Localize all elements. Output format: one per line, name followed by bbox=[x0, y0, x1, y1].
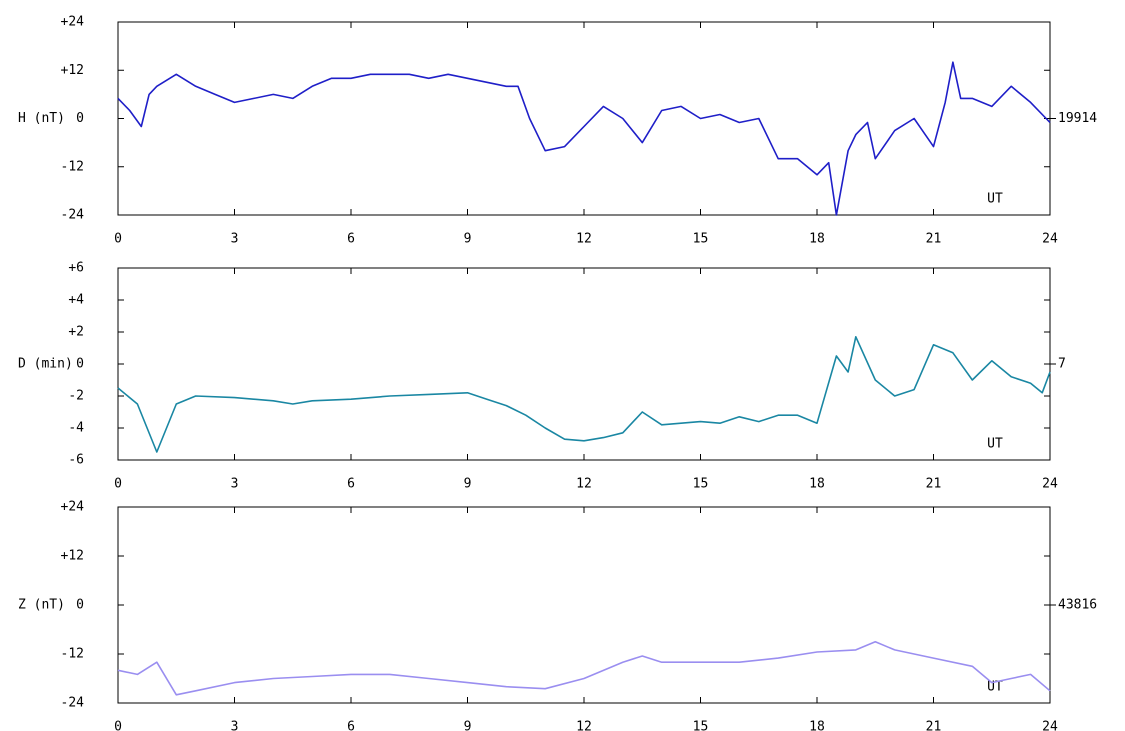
x-tick-label: 24 bbox=[1042, 232, 1058, 247]
y-tick-label: +12 bbox=[61, 549, 84, 564]
y-tick-label: +4 bbox=[68, 293, 84, 308]
y-tick-label: +2 bbox=[68, 325, 84, 340]
trace bbox=[117, 61, 1051, 216]
x-tick-label: 0 bbox=[114, 232, 122, 247]
baseline-label: 7 bbox=[1058, 357, 1066, 372]
y-tick-label: -12 bbox=[61, 647, 84, 662]
x-tick-label: 9 bbox=[464, 477, 472, 492]
y-tick-label: -4 bbox=[68, 421, 84, 436]
x-tick-label: 21 bbox=[926, 720, 942, 731]
x-tick-label: 6 bbox=[347, 232, 355, 247]
y-tick-label: +24 bbox=[61, 15, 85, 30]
plot-frame bbox=[117, 21, 1051, 216]
y-tick-label: +24 bbox=[61, 500, 85, 515]
x-tick-label: 3 bbox=[231, 720, 239, 731]
y-tick-label: -24 bbox=[61, 208, 85, 223]
plot-frame bbox=[117, 506, 1051, 704]
baseline-label: 43816 bbox=[1058, 598, 1097, 613]
x-tick-label: 15 bbox=[693, 232, 709, 247]
y-tick-label: 0 bbox=[76, 598, 84, 613]
x-tick-label: 21 bbox=[926, 232, 942, 247]
x-tick-label: 24 bbox=[1042, 477, 1058, 492]
ut-annotation: UT bbox=[987, 680, 1003, 695]
y-tick-label: -2 bbox=[68, 389, 84, 404]
trace bbox=[117, 336, 1051, 453]
y-tick-label: 0 bbox=[76, 111, 84, 126]
y-tick-label: +6 bbox=[68, 261, 84, 276]
y-tick-label: -6 bbox=[68, 453, 84, 468]
y-tick-label: -12 bbox=[61, 159, 84, 174]
ut-annotation: UT bbox=[987, 192, 1003, 207]
x-tick-label: 15 bbox=[693, 477, 709, 492]
y-axis-label: H (nT) bbox=[18, 111, 65, 126]
x-tick-label: 6 bbox=[347, 477, 355, 492]
x-tick-label: 18 bbox=[809, 720, 825, 731]
trace bbox=[117, 641, 1051, 696]
plot-frame bbox=[117, 267, 1051, 461]
x-tick-label: 9 bbox=[464, 232, 472, 247]
ut-annotation: UT bbox=[987, 437, 1003, 452]
x-tick-label: 12 bbox=[576, 477, 592, 492]
baseline-label: 19914 bbox=[1058, 111, 1097, 126]
y-axis-label: D (min) bbox=[18, 357, 73, 372]
x-tick-label: 21 bbox=[926, 477, 942, 492]
x-tick-label: 15 bbox=[693, 720, 709, 731]
y-axis-label: Z (nT) bbox=[18, 598, 65, 613]
y-tick-label: +12 bbox=[61, 63, 84, 78]
y-tick-label: 0 bbox=[76, 357, 84, 372]
x-tick-label: 24 bbox=[1042, 720, 1058, 731]
x-tick-label: 0 bbox=[114, 477, 122, 492]
x-tick-label: 12 bbox=[576, 232, 592, 247]
x-tick-label: 6 bbox=[347, 720, 355, 731]
x-tick-label: 3 bbox=[231, 477, 239, 492]
x-tick-label: 18 bbox=[809, 232, 825, 247]
y-tick-label: -24 bbox=[61, 696, 85, 711]
x-tick-label: 18 bbox=[809, 477, 825, 492]
x-tick-label: 0 bbox=[114, 720, 122, 731]
x-tick-label: 12 bbox=[576, 720, 592, 731]
x-tick-label: 3 bbox=[231, 232, 239, 247]
x-tick-label: 9 bbox=[464, 720, 472, 731]
